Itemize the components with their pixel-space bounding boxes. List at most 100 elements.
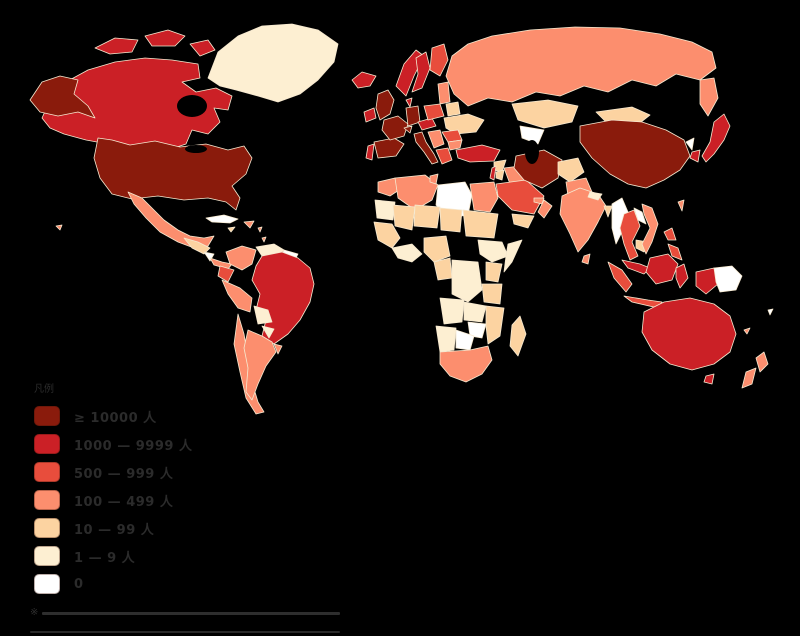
- footnote: ※: [30, 606, 340, 633]
- region-brazil: [251, 251, 315, 345]
- region-paraguay: [261, 325, 275, 339]
- region-denmark: [405, 97, 413, 108]
- region-new-zealand: [741, 367, 757, 389]
- region-ethiopia: [477, 239, 509, 263]
- hudson-bay: [177, 95, 207, 117]
- region-mali: [392, 204, 416, 231]
- region-new-guinea-west: [695, 267, 719, 295]
- region-lesser-antilles: [261, 236, 267, 243]
- region-south-korea: [689, 149, 701, 163]
- region-bolivia: [253, 305, 273, 325]
- region-iran: [513, 149, 563, 189]
- region-new-zealand: [755, 351, 769, 373]
- region-israel: [489, 165, 497, 181]
- region-uruguay: [273, 343, 283, 355]
- region-guatemala-honduras: [183, 237, 211, 255]
- region-nepal: [587, 191, 603, 201]
- region-thailand: [619, 209, 641, 261]
- region-borneo: [645, 253, 679, 285]
- region-iceland: [351, 71, 377, 89]
- region-japan: [701, 113, 731, 163]
- region-madagascar: [509, 315, 527, 357]
- caspian-sea: [525, 140, 539, 164]
- region-australia: [641, 297, 737, 371]
- region-sweden: [411, 51, 431, 93]
- region-algeria: [394, 174, 439, 211]
- region-afghanistan: [557, 157, 585, 183]
- legend-row: 1000 — 9999 人: [34, 430, 364, 458]
- region-jordan: [495, 169, 505, 181]
- region-peru: [221, 279, 253, 313]
- region-canada-arctic: [144, 29, 186, 47]
- region-portugal: [365, 143, 375, 161]
- legend-label: 500 — 999 人: [74, 466, 174, 482]
- region-lesser-antilles: [257, 226, 263, 233]
- region-sri-lanka: [581, 253, 591, 265]
- legend-row: 100 — 499 人: [34, 486, 364, 514]
- map-legend: 凡例 ≥ 10000 人 1000 — 9999 人 500 — 999 人 100 …: [34, 384, 364, 598]
- region-switzerland: [403, 125, 413, 134]
- region-south-africa: [439, 345, 493, 383]
- region-india: [559, 187, 607, 253]
- region-hispaniola: [243, 220, 255, 229]
- region-finland: [429, 43, 449, 77]
- region-cameroon-gabon: [433, 257, 453, 281]
- region-nicaragua: [203, 251, 215, 262]
- region-guinea-region: [391, 243, 423, 263]
- region-russia: [445, 26, 717, 107]
- region-sudan: [462, 209, 499, 239]
- legend-row: 10 — 99 人: [34, 514, 364, 542]
- region-namibia: [435, 325, 457, 353]
- region-ecuador: [217, 265, 235, 283]
- region-greece: [435, 147, 453, 165]
- region-ukraine: [443, 113, 485, 135]
- region-tanzania: [481, 283, 503, 305]
- region-papua-new-guinea: [713, 265, 743, 293]
- region-zambia: [463, 301, 487, 323]
- region-sulawesi: [675, 263, 689, 289]
- region-costa-rica-panama: [209, 257, 233, 270]
- region-north-korea: [685, 137, 695, 151]
- region-cuba: [205, 214, 239, 224]
- legend-rows: ≥ 10000 人 1000 — 9999 人 500 — 999 人 100 — 4…: [34, 402, 364, 598]
- legend-swatch: [34, 462, 60, 482]
- region-somalia: [503, 239, 523, 273]
- footnote-text-line: [42, 611, 340, 615]
- footnote-row: ※: [30, 606, 340, 620]
- region-uae-qatar: [533, 197, 545, 205]
- region-angola: [439, 297, 465, 325]
- region-egypt: [469, 181, 499, 213]
- region-dr-congo: [451, 259, 483, 303]
- region-ireland: [363, 107, 377, 123]
- region-nigeria: [423, 235, 451, 263]
- region-laos: [633, 207, 647, 225]
- region-balkans: [427, 129, 445, 149]
- legend-label: 100 — 499 人: [74, 494, 174, 510]
- region-germany: [405, 105, 421, 127]
- region-jamaica: [227, 226, 236, 233]
- region-colombia: [225, 245, 257, 271]
- legend-row: 1 — 9 人: [34, 542, 364, 570]
- legend-swatch: [34, 434, 60, 454]
- legend-label: ≥ 10000 人: [74, 410, 157, 426]
- region-china: [579, 119, 691, 189]
- great-lakes: [185, 145, 207, 153]
- legend-swatch: [34, 546, 60, 566]
- legend-swatch: [34, 518, 60, 538]
- footnote-text-line: [30, 631, 340, 633]
- legend-row: 500 — 999 人: [34, 458, 364, 486]
- region-west-africa: [373, 221, 401, 249]
- region-italy: [413, 131, 439, 165]
- legend-swatch: [34, 406, 60, 426]
- legend-swatch: [34, 574, 60, 594]
- region-kenya: [485, 261, 503, 283]
- region-bulgaria: [447, 139, 463, 151]
- region-hawaii: [55, 224, 63, 231]
- region-turkmenistan-uzbekistan: [519, 125, 545, 145]
- legend-swatch: [34, 490, 60, 510]
- legend-label: 10 — 99 人: [74, 522, 155, 538]
- region-yemen: [511, 213, 535, 229]
- region-tasmania: [703, 373, 715, 385]
- region-canada-arctic: [189, 39, 216, 57]
